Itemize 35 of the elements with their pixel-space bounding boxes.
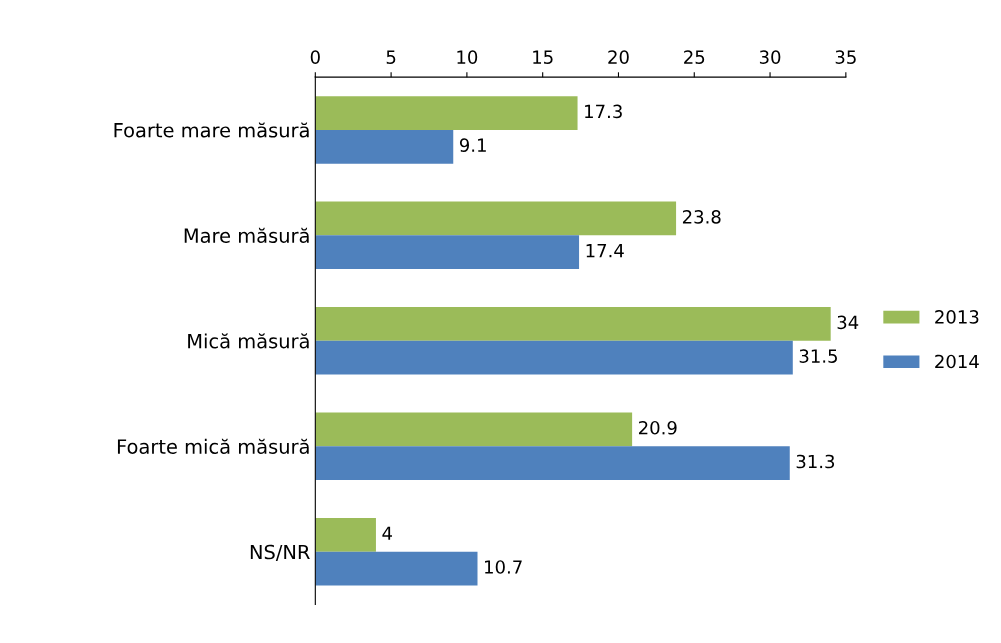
x-tick-label: 15 [533, 50, 553, 64]
data-label: 31.5 [799, 349, 837, 363]
x-tick-label: 20 [608, 50, 629, 64]
x-tick-label: 5 [386, 50, 396, 64]
y-tick-label: Mare măsură [184, 227, 309, 243]
legend-label: 2013 [935, 310, 979, 324]
bar [315, 446, 790, 480]
data-label: 17.4 [586, 244, 624, 258]
y-tick-label: Foarte mică măsură [117, 438, 309, 454]
bar [315, 201, 677, 236]
data-label: 17.3 [585, 104, 622, 119]
y-tick-label: Mică măsură [188, 333, 309, 349]
x-tick-label: 35 [835, 50, 856, 64]
data-label: 4 [382, 526, 392, 540]
data-label: 34 [837, 315, 859, 330]
bar [315, 412, 633, 447]
legend-label: 2014 [935, 354, 979, 369]
x-tick-label: 25 [684, 50, 705, 64]
bar [315, 129, 454, 164]
x-tick-label: 30 [759, 50, 781, 64]
data-label: 10.7 [485, 560, 522, 574]
bar [315, 235, 580, 270]
y-tick-label: Foarte mare măsură [114, 122, 309, 138]
x-tick-label: 10 [457, 50, 478, 64]
bar [315, 307, 831, 341]
bar [315, 551, 478, 586]
data-label: 23.8 [682, 210, 721, 224]
data-label: 9.1 [459, 138, 486, 152]
data-label: 31.3 [796, 454, 835, 469]
bar [315, 340, 793, 375]
bar [315, 517, 376, 552]
y-tick-label: NS/NR [250, 544, 310, 561]
data-label: 20.9 [639, 420, 677, 435]
bar [315, 96, 578, 130]
x-tick-label: 0 [310, 50, 320, 64]
